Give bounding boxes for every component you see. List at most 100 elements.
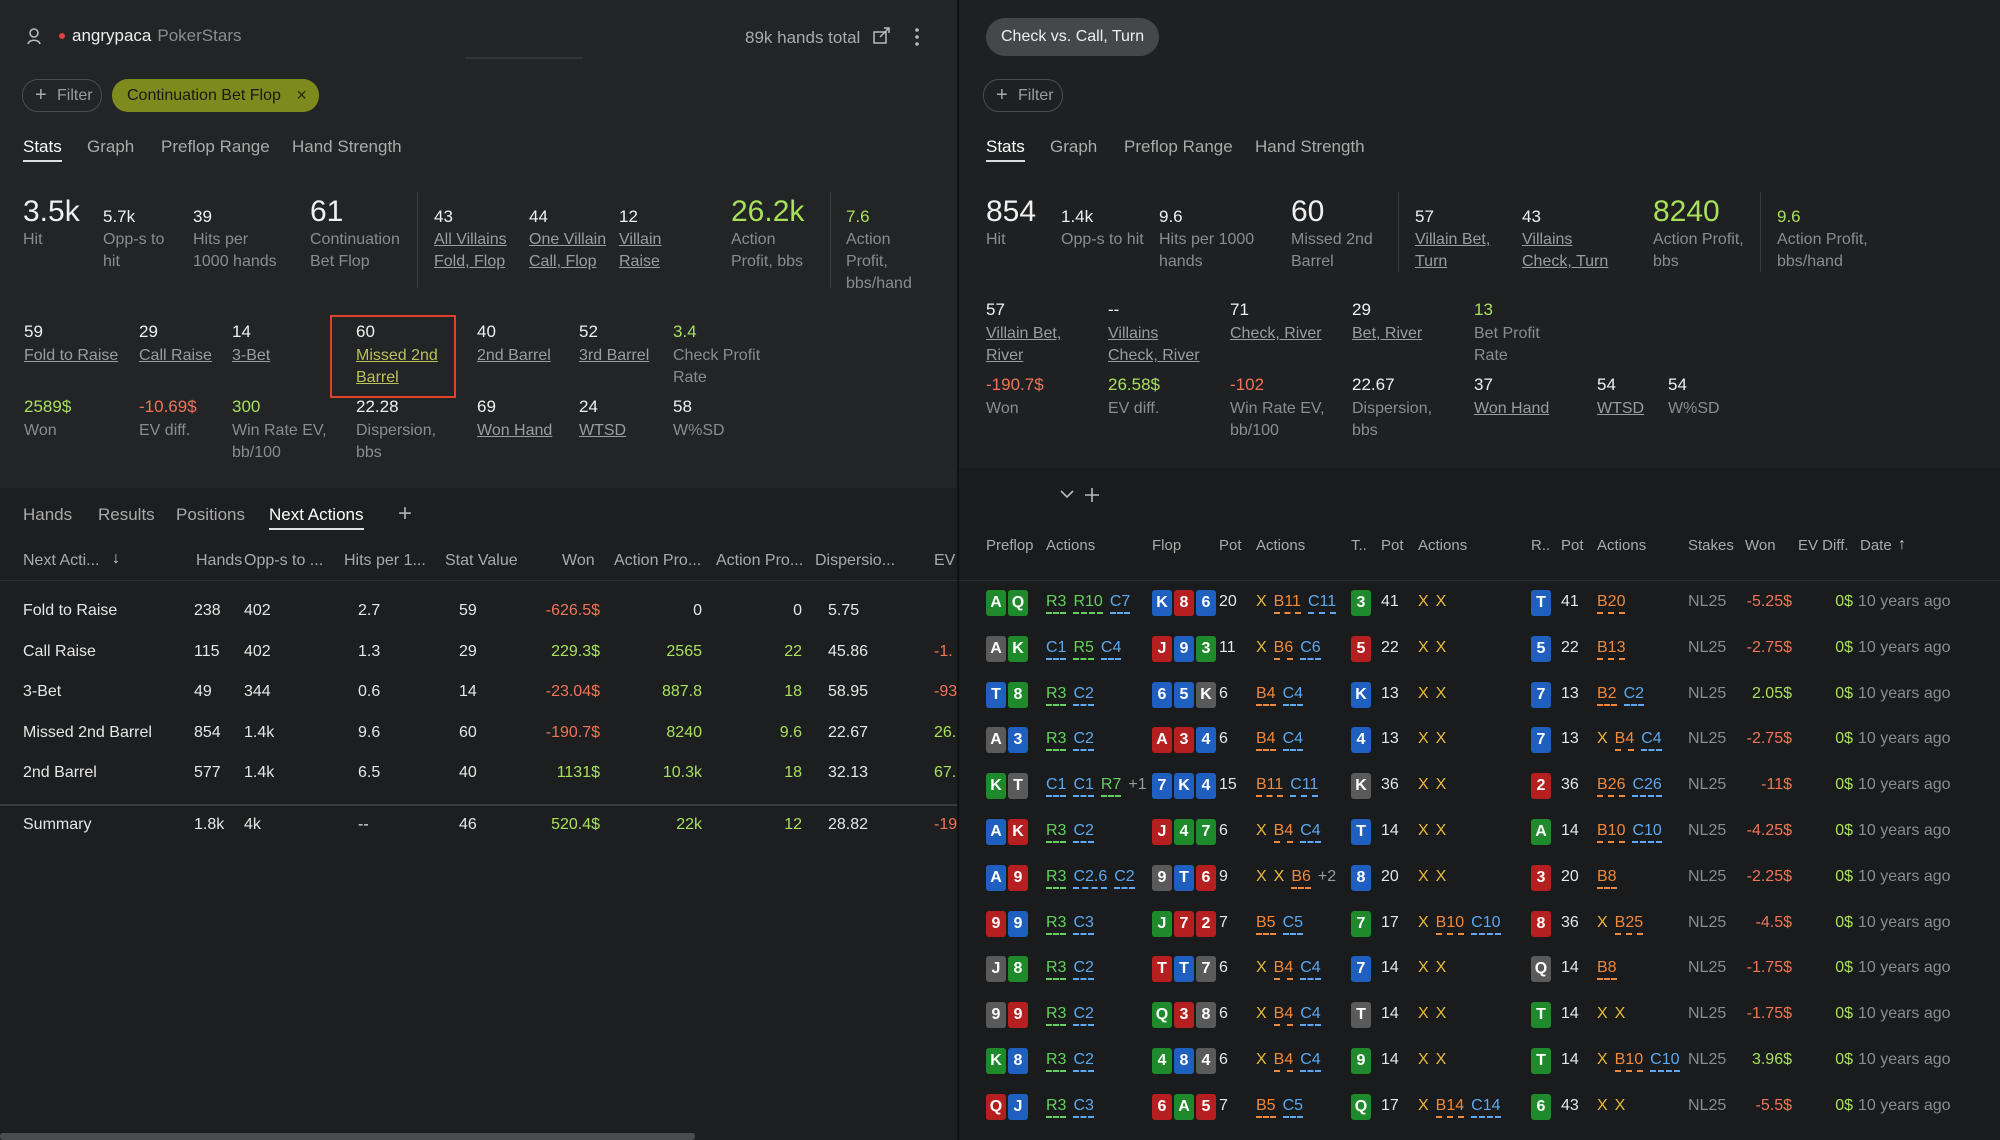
column-header[interactable]: Actions <box>1418 537 1468 554</box>
actions: B20 <box>1597 593 1632 614</box>
column-header[interactable]: Won <box>1745 537 1776 554</box>
hand-cell: 43 <box>1561 1096 1579 1114</box>
hand-cell: -4.5$ <box>1755 913 1792 931</box>
stat-label[interactable]: Fold to Raise <box>24 347 119 364</box>
action: C4 <box>1282 685 1304 706</box>
card: T <box>1351 1002 1371 1029</box>
actions: X B10 C10 <box>1597 1051 1687 1072</box>
column-header[interactable]: Dispersio... <box>815 552 896 569</box>
view-chip[interactable]: Check vs. Call, Turn <box>986 18 1160 56</box>
filter-button[interactable]: Filter <box>983 79 1063 112</box>
tab[interactable]: Stats <box>23 137 62 156</box>
column-header[interactable]: Date <box>1860 537 1892 554</box>
column-header[interactable]: Won <box>562 552 595 569</box>
card: K <box>1174 773 1194 800</box>
stat-label[interactable]: Villain Bet, Turn <box>1415 231 1491 270</box>
column-header[interactable]: Next Acti... <box>23 552 100 569</box>
stat-value: 60 <box>1291 195 1325 228</box>
column-header[interactable]: Stat Value <box>445 552 518 569</box>
column-header[interactable]: Action Pro... <box>614 552 702 569</box>
actions: X B4 C4 <box>1597 730 1669 752</box>
add-tab[interactable]: + <box>398 500 413 527</box>
tab[interactable]: Stats <box>986 137 1025 156</box>
tab[interactable]: Hand Strength <box>292 137 402 156</box>
hand-cell: 20 <box>1381 867 1399 885</box>
stat-label: W%SD <box>1668 400 1720 417</box>
stat-label[interactable]: Missed 2nd Barrel <box>356 347 438 386</box>
card: T <box>1531 590 1551 616</box>
table-cell: 28.82 <box>828 816 869 833</box>
column-header[interactable]: Pot <box>1561 537 1584 554</box>
card: A <box>1531 819 1551 845</box>
card: 3 <box>1008 727 1028 754</box>
column-header[interactable]: Actions <box>1046 537 1096 554</box>
card: 8 <box>1008 956 1028 983</box>
column-header[interactable]: Preflop <box>986 537 1034 554</box>
column-header[interactable]: T.. <box>1351 537 1367 554</box>
column-header[interactable]: Action Pro... <box>716 552 804 569</box>
stat-label[interactable]: 2nd Barrel <box>477 347 551 364</box>
action: X <box>1435 730 1447 748</box>
column-header[interactable]: EV Diff. <box>1798 537 1849 554</box>
stat-label: Opp-s to hit <box>1061 231 1144 248</box>
tab[interactable]: Preflop Range <box>1124 137 1233 156</box>
tab-icons[interactable] <box>1059 486 1109 504</box>
table-cell: 22k <box>676 816 702 833</box>
stat-value: 60 <box>356 322 375 341</box>
tab[interactable]: Hands <box>23 505 73 524</box>
divider <box>465 57 583 59</box>
tab-underline <box>986 160 1025 162</box>
stat-label[interactable]: Villain Raise <box>619 231 662 270</box>
card: 7 <box>1351 956 1371 983</box>
action: B10 <box>1435 914 1465 935</box>
column-header[interactable]: EV <box>934 552 956 569</box>
stat-label[interactable]: WTSD <box>1597 400 1645 417</box>
column-header[interactable]: Flop <box>1152 537 1182 554</box>
tab[interactable]: Positions <box>176 505 245 524</box>
stat-label[interactable]: Villain Bet, River <box>986 325 1062 364</box>
stat-label[interactable]: Bet, River <box>1352 325 1423 342</box>
column-header[interactable]: Stakes <box>1688 537 1734 554</box>
stat-label[interactable]: Call Raise <box>139 347 212 364</box>
column-header[interactable]: Opp-s to ... <box>244 552 324 569</box>
actions: B4 C4 <box>1256 730 1310 752</box>
tab[interactable]: Preflop Range <box>161 137 270 156</box>
action: C2 <box>1073 822 1094 843</box>
tab[interactable]: Next Actions <box>269 505 364 524</box>
column-header[interactable]: R.. <box>1531 537 1551 554</box>
stat-label[interactable]: One Villain Call, Flop <box>529 231 607 270</box>
action: C2 <box>1073 959 1094 981</box>
tab[interactable]: Graph <box>87 137 135 156</box>
table-cell: Call Raise <box>23 642 96 660</box>
column-header[interactable]: Actions <box>1597 537 1647 554</box>
tab[interactable]: Hand Strength <box>1255 137 1365 156</box>
hand-cell: 41 <box>1561 593 1579 610</box>
stat-label[interactable]: 3-Bet <box>232 347 271 364</box>
stat-label[interactable]: All Villains Fold, Flop <box>434 231 507 270</box>
action: X <box>1418 638 1429 656</box>
action: C4 <box>1300 822 1321 843</box>
filter-chip[interactable]: Continuation Bet Flop × <box>112 79 319 112</box>
tab[interactable]: Graph <box>1050 137 1098 156</box>
stat-label[interactable]: Villains Check, River <box>1108 325 1200 364</box>
column-header[interactable]: Actions <box>1256 537 1306 554</box>
card: 9 <box>1008 910 1028 937</box>
tab[interactable]: Results <box>98 505 155 524</box>
filter-button[interactable]: Filter <box>22 79 102 112</box>
column-header[interactable]: Pot <box>1219 537 1242 554</box>
stat-label[interactable]: Check, River <box>1230 325 1322 342</box>
column-header[interactable]: Hits per 1... <box>344 552 426 569</box>
column-header[interactable]: Hands <box>196 552 243 569</box>
action: X <box>1418 776 1429 794</box>
stat-label[interactable]: Won Hand <box>477 422 553 439</box>
hand-cell: 7 <box>1219 913 1228 931</box>
action: R3 <box>1046 593 1067 614</box>
card: 6 <box>1196 590 1216 616</box>
hand-cell: 36 <box>1561 776 1579 794</box>
stat-label[interactable]: 3rd Barrel <box>579 347 650 364</box>
column-header[interactable]: Pot <box>1381 537 1404 554</box>
stat-label[interactable]: WTSD <box>579 422 627 439</box>
scrollbar[interactable] <box>0 1133 695 1140</box>
stat-label[interactable]: Won Hand <box>1474 400 1550 417</box>
stat-label[interactable]: Villains Check, Turn <box>1522 231 1609 270</box>
